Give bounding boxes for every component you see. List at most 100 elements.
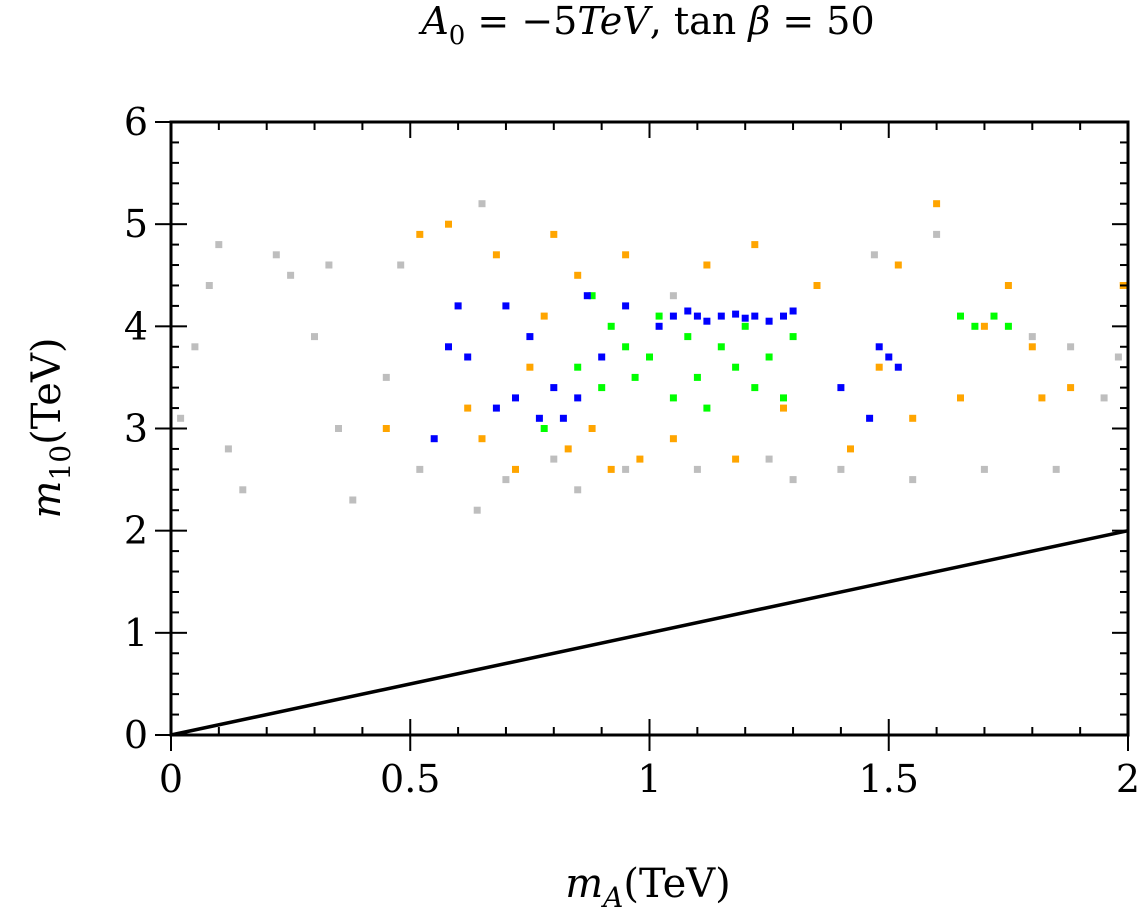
data-point bbox=[990, 312, 998, 320]
data-point bbox=[684, 307, 692, 315]
data-point bbox=[502, 476, 510, 484]
data-point bbox=[813, 282, 821, 289]
data-point bbox=[574, 363, 582, 371]
x-tick-label: 1.5 bbox=[859, 757, 919, 801]
y-tick-label: 5 bbox=[124, 202, 148, 246]
data-point bbox=[894, 363, 902, 371]
y-tick-labels: 0 1 2 3 4 5 6 bbox=[124, 100, 148, 757]
data-point bbox=[669, 435, 677, 443]
data-point bbox=[789, 333, 797, 341]
data-point bbox=[789, 307, 797, 315]
x-tick-label: 2 bbox=[1116, 757, 1140, 801]
data-point bbox=[349, 496, 357, 504]
data-point bbox=[957, 394, 964, 402]
data-point bbox=[780, 404, 787, 412]
data-point bbox=[875, 343, 883, 351]
data-point bbox=[765, 353, 773, 361]
data-point bbox=[177, 414, 185, 422]
data-point bbox=[693, 312, 701, 320]
data-point bbox=[655, 322, 663, 330]
data-point bbox=[512, 465, 519, 473]
data-point bbox=[492, 251, 500, 259]
data-point bbox=[550, 384, 558, 392]
data-point bbox=[1052, 465, 1060, 473]
data-point bbox=[655, 312, 663, 320]
data-point bbox=[703, 404, 711, 412]
reference-line bbox=[170, 528, 1129, 737]
data-point bbox=[335, 425, 342, 432]
data-point bbox=[478, 200, 486, 208]
data-point bbox=[1067, 343, 1075, 351]
data-point bbox=[502, 302, 510, 310]
data-point bbox=[430, 435, 438, 443]
data-point bbox=[765, 317, 773, 325]
data-point bbox=[382, 425, 390, 432]
x-tick-label: 0 bbox=[159, 757, 183, 801]
data-point bbox=[550, 230, 558, 238]
data-point bbox=[870, 251, 878, 259]
y-tick-label: 0 bbox=[124, 713, 148, 757]
data-point bbox=[550, 455, 558, 463]
data-point bbox=[751, 241, 759, 249]
data-point bbox=[382, 373, 390, 381]
data-point bbox=[669, 292, 677, 300]
y-tick-label: 1 bbox=[124, 611, 148, 655]
data-point bbox=[741, 314, 749, 322]
y-tick-label: 3 bbox=[124, 407, 148, 451]
data-point bbox=[732, 310, 740, 318]
y-axis-label: m10(TeV) bbox=[24, 338, 77, 519]
data-point bbox=[464, 404, 472, 412]
data-point bbox=[287, 271, 295, 279]
data-point bbox=[980, 465, 988, 473]
data-point bbox=[588, 425, 596, 432]
data-point bbox=[622, 465, 630, 473]
data-point bbox=[598, 353, 606, 361]
data-point bbox=[636, 455, 644, 463]
data-point bbox=[741, 322, 749, 330]
data-point bbox=[205, 282, 213, 289]
data-point bbox=[837, 465, 845, 473]
data-point bbox=[933, 200, 941, 208]
data-point bbox=[564, 445, 572, 453]
data-point bbox=[933, 230, 941, 238]
data-point bbox=[574, 394, 582, 402]
data-point bbox=[780, 394, 787, 402]
data-point bbox=[703, 317, 711, 325]
data-point bbox=[607, 465, 615, 473]
data-point bbox=[540, 312, 548, 320]
data-point bbox=[464, 353, 472, 361]
data-point bbox=[847, 445, 854, 453]
data-point bbox=[909, 476, 917, 484]
data-point bbox=[894, 261, 902, 269]
data-point bbox=[703, 261, 711, 269]
y-tick-label: 4 bbox=[124, 304, 148, 348]
data-point bbox=[473, 506, 481, 514]
data-point bbox=[311, 333, 318, 341]
data-point bbox=[684, 333, 692, 341]
data-point bbox=[512, 394, 519, 402]
data-point bbox=[526, 363, 534, 371]
x-tick-label: 0.5 bbox=[380, 757, 440, 801]
data-point bbox=[1100, 394, 1108, 402]
y-tick-label: 2 bbox=[124, 509, 148, 553]
x-tick-label: 1 bbox=[637, 757, 661, 801]
series-orange-points bbox=[382, 200, 1127, 473]
data-point bbox=[574, 271, 582, 279]
data-point bbox=[588, 292, 596, 300]
series-blue-points bbox=[430, 292, 902, 443]
data-point bbox=[631, 373, 639, 381]
data-point bbox=[622, 251, 630, 259]
data-point bbox=[971, 322, 979, 330]
data-point bbox=[622, 302, 630, 310]
data-point bbox=[445, 220, 452, 228]
data-point bbox=[1028, 333, 1036, 341]
data-point bbox=[478, 435, 486, 443]
plot-frame bbox=[169, 120, 1130, 737]
data-point bbox=[272, 251, 280, 259]
x-axis-label: mA(TeV) bbox=[565, 861, 731, 914]
data-point bbox=[957, 312, 964, 320]
data-point bbox=[1028, 343, 1036, 351]
data-point bbox=[574, 486, 582, 494]
data-point bbox=[622, 343, 630, 351]
data-point bbox=[875, 363, 883, 371]
